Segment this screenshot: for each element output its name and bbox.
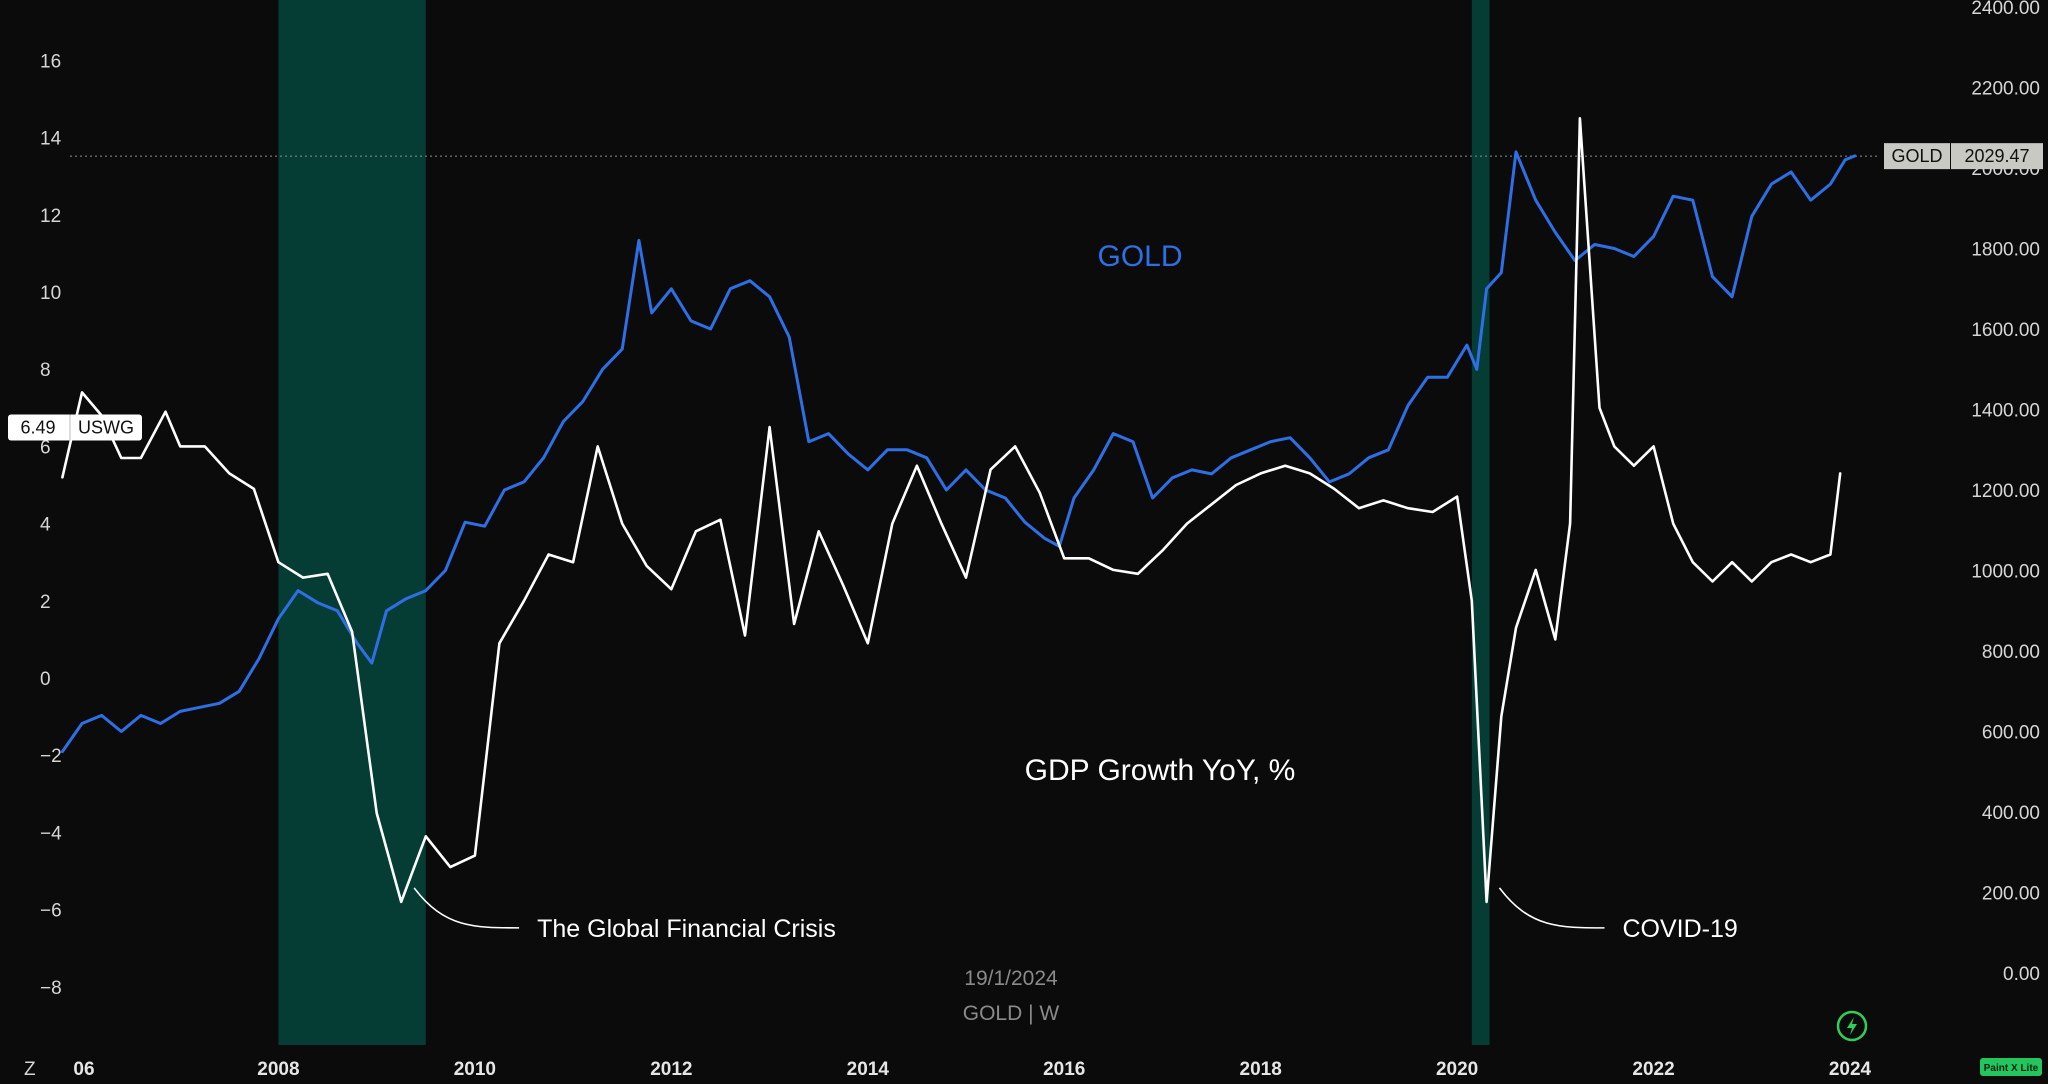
left-axis-tick: −8	[40, 978, 62, 999]
left-axis-tick: 16	[40, 51, 61, 72]
series-layer	[60, 117, 1857, 904]
last-label-name: USWG	[78, 417, 134, 437]
price-label-name: GOLD	[1891, 146, 1942, 166]
value-labels-layer: GOLD 2029.47 6.49 USWG	[8, 143, 2043, 441]
x-axis-tick: 2012	[650, 1059, 692, 1080]
axes-layer: 1614121086420−2−4−6−82400.002200.002000.…	[40, 0, 2040, 1080]
x-axis-tick: 2018	[1240, 1059, 1282, 1080]
right-axis-tick: 2200.00	[1971, 79, 2040, 100]
annotation-leader-0	[413, 887, 520, 929]
x-axis-tick: 2024	[1829, 1059, 1872, 1080]
gdp-series-title: GDP Growth YoY, %	[1025, 754, 1296, 787]
left-axis-tick: 2	[40, 592, 51, 613]
right-axis-tick: 800.00	[1982, 642, 2040, 663]
x-axis-tick: 2016	[1043, 1059, 1085, 1080]
right-axis-tick: 1000.00	[1971, 562, 2040, 583]
left-axis-tick: 8	[40, 360, 51, 381]
right-axis-tick: 1400.00	[1971, 401, 2040, 422]
x-axis-tick: 06	[73, 1059, 94, 1080]
gold-series-title: GOLD	[1097, 240, 1182, 273]
left-axis-tick: 6	[40, 437, 51, 458]
watermark-date: 19/1/2024	[964, 967, 1058, 990]
price-label-gold: GOLD 2029.47	[1884, 143, 2043, 170]
left-axis-tick: −6	[40, 901, 62, 922]
left-axis-tick: −2	[40, 746, 62, 767]
x-axis-tick: 2010	[454, 1059, 496, 1080]
x-axis-tick: 2022	[1632, 1059, 1674, 1080]
right-axis-tick: 1600.00	[1971, 320, 2040, 341]
right-axis-tick: 1200.00	[1971, 481, 2040, 502]
left-axis-tick: 4	[40, 515, 51, 536]
annotations-layer: The Global Financial Crisis COVID-19	[413, 887, 1738, 943]
last-label-uswg: 6.49 USWG	[8, 414, 142, 441]
right-axis-tick: 1800.00	[1971, 240, 2040, 261]
x-axis-start-label: Z	[24, 1059, 36, 1080]
left-axis-tick: 12	[40, 206, 61, 227]
paint-x-lite-badge[interactable]: Paint X Lite	[1980, 1058, 2042, 1076]
recession-bands	[278, 0, 1490, 1045]
watermark-symbol: GOLD | W	[963, 1002, 1060, 1025]
price-label-value: 2029.47	[1964, 146, 2029, 166]
left-axis-tick: −4	[40, 823, 62, 844]
left-axis-tick: 10	[40, 283, 61, 304]
right-axis-tick: 600.00	[1982, 723, 2040, 744]
x-axis-tick: 2014	[847, 1059, 890, 1080]
annotation-leader-1	[1498, 887, 1605, 929]
left-axis-tick: 14	[40, 129, 62, 150]
right-axis-tick: 2400.00	[1971, 0, 2040, 19]
series-line-gold	[60, 150, 1857, 754]
last-label-value: 6.49	[20, 417, 55, 437]
right-axis-tick: 200.00	[1982, 884, 2040, 905]
lightning-icon[interactable]	[1836, 1010, 1868, 1042]
series-line-uswg	[61, 117, 1842, 904]
badge-label: Paint X Lite	[1984, 1063, 2039, 1074]
recession-band-0	[278, 0, 426, 1045]
x-axis-tick: 2020	[1436, 1059, 1478, 1080]
annotation-label-0: The Global Financial Crisis	[537, 915, 836, 943]
left-axis-tick: 0	[40, 669, 51, 690]
recession-band-1	[1471, 0, 1490, 1045]
x-axis-tick: 2008	[257, 1059, 299, 1080]
right-axis-tick: 400.00	[1982, 803, 2040, 824]
right-axis-tick: 0.00	[2003, 964, 2040, 985]
annotation-label-1: COVID-19	[1622, 915, 1737, 943]
